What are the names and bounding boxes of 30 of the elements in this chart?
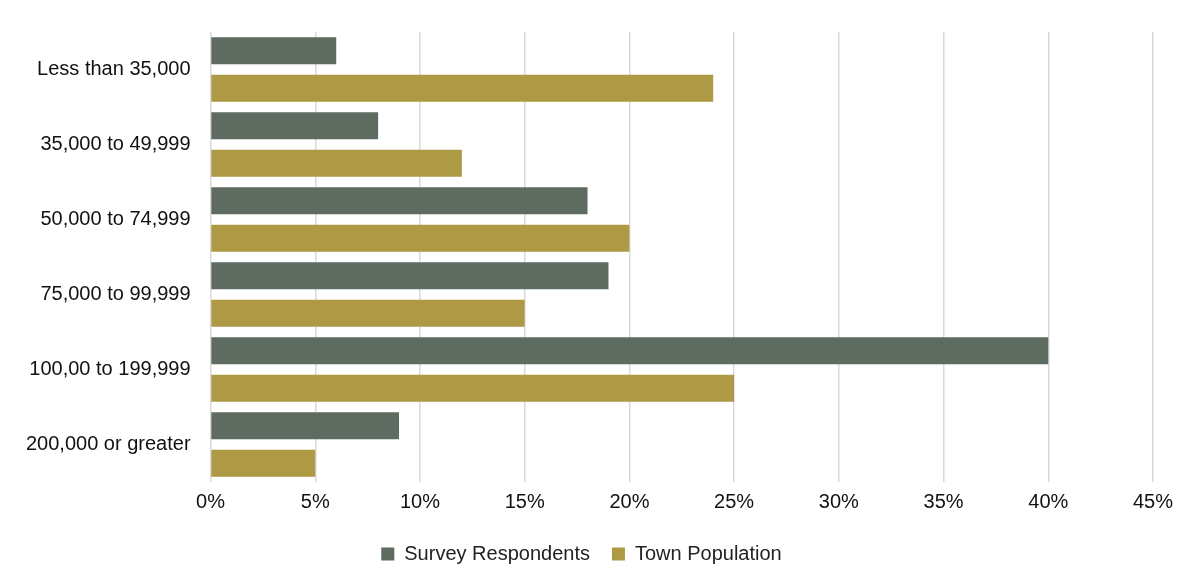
y-tick-label: 100,00 to 199,999 (29, 357, 191, 380)
x-tick-label: 45% (1132, 489, 1174, 512)
x-tick-label: 20% (609, 489, 650, 512)
bar (211, 449, 316, 477)
x-tick-label: 5% (300, 489, 330, 512)
bar (211, 37, 337, 65)
legend-label: Survey Respondents (404, 541, 590, 564)
bar (211, 262, 609, 290)
bar (211, 337, 1049, 365)
bar (211, 112, 379, 140)
bar (211, 299, 525, 327)
x-tick-label: 40% (1028, 489, 1069, 512)
x-tick-label: 10% (399, 489, 441, 512)
y-tick-label: 75,000 to 99,999 (40, 282, 191, 305)
y-tick-label: 35,000 to 49,999 (40, 132, 191, 155)
y-tick-label: 50,000 to 74,999 (40, 207, 191, 230)
bar (211, 224, 630, 252)
bar (211, 74, 714, 102)
bar (211, 149, 462, 177)
bar (211, 412, 400, 440)
bar (211, 187, 588, 215)
x-tick-label: 30% (818, 489, 860, 512)
y-tick-label: 200,000 or greater (26, 432, 191, 455)
legend-label: Town Population (634, 541, 782, 564)
bar (211, 374, 735, 402)
x-tick-label: 35% (923, 489, 964, 512)
x-tick-label: 0% (196, 489, 226, 512)
y-tick-label: Less than 35,000 (37, 57, 191, 80)
x-tick-label: 25% (714, 489, 755, 512)
x-tick-label: 15% (504, 489, 545, 512)
